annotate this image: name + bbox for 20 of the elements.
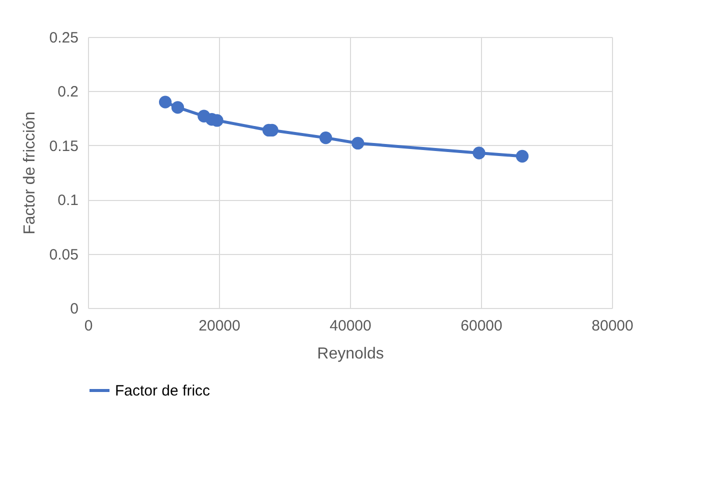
x-axis-title: Reynolds <box>317 346 384 362</box>
y-axis-title: Factor de fricción <box>21 112 38 234</box>
x-tick-label: 60000 <box>460 318 502 334</box>
legend-label: Factor de fricc <box>115 382 211 400</box>
point <box>158 96 172 108</box>
x-tick-label: 20000 <box>198 318 240 334</box>
point <box>171 101 184 114</box>
x-tick-label: 0 <box>84 318 93 334</box>
point <box>319 132 332 144</box>
x-tick-label: 80000 <box>592 318 634 334</box>
x-tick-label: 40000 <box>330 318 372 334</box>
y-tick-label: 0.15 <box>49 138 78 155</box>
point <box>472 146 486 160</box>
y-tick-label: 0.2 <box>58 84 78 101</box>
point <box>516 150 529 163</box>
y-tick-label: 0.05 <box>49 246 78 264</box>
y-tick-label: 0.25 <box>49 30 78 46</box>
y-tick-label: 0.1 <box>58 192 78 210</box>
point <box>352 136 364 150</box>
y-tick-label: 0 <box>70 300 78 318</box>
